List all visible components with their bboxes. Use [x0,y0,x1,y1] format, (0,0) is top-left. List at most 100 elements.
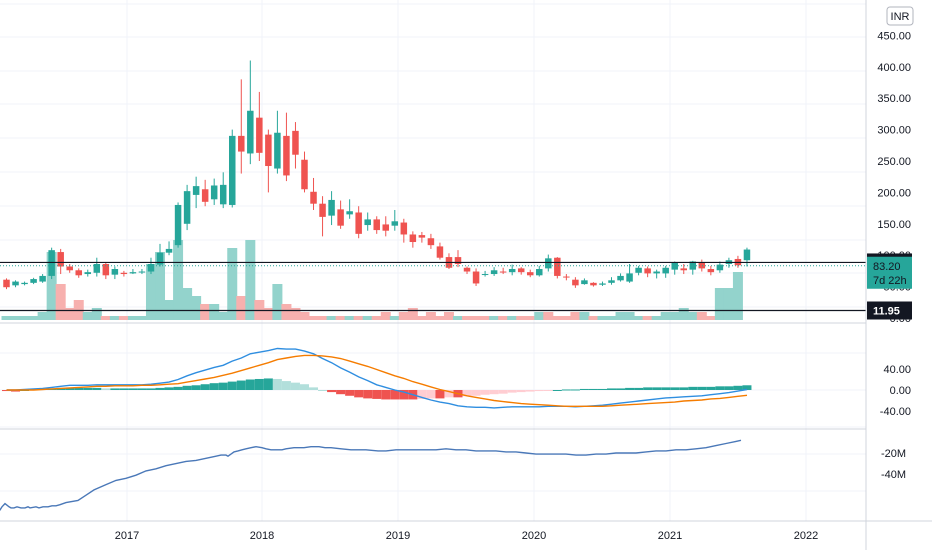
candle [409,231,417,248]
candle [508,264,516,276]
macd-histogram-bar [625,387,635,390]
candle [93,257,101,277]
candle-body [319,203,326,217]
volume-bar [136,316,147,320]
candle-body [689,261,697,270]
macd-histogram-bar [679,387,689,390]
macd-histogram-bar [327,390,337,393]
volume-bar [281,304,292,320]
volume-bar [588,316,599,320]
macd-histogram-bar [281,381,291,390]
macd-histogram-bar [417,390,427,399]
candle [84,269,92,277]
candle-body [671,262,678,270]
candle [310,177,317,210]
volume-bar [344,316,355,320]
candle-body [716,264,724,271]
candle [192,176,200,209]
volume-bar [290,308,301,320]
macd-histogram-bar [381,390,391,400]
candle [3,278,10,290]
volume-bar [462,316,473,320]
currency-badge[interactable]: INR [886,6,914,26]
macd-histogram-bar [83,387,93,390]
candle-body [581,280,588,285]
volume-bar [552,316,563,320]
candle-body [229,135,236,205]
candle-body [301,159,308,190]
volume-bar [245,240,256,320]
macd-histogram-bar [525,390,535,392]
volume-bar [389,316,400,320]
obv-tick-label: -40M [881,469,906,481]
candle [48,247,55,280]
candle-body [653,271,660,274]
macd-axis[interactable]: 40.00 0.00 -40.00 [880,364,911,418]
candle [608,277,615,285]
candle-body [517,268,525,273]
price-tick-label: 250.00 [877,156,911,168]
volume-bar [606,316,617,320]
candle [364,212,371,231]
candle-body [635,267,642,273]
macd-histogram-bar [697,386,707,390]
candle [319,196,326,237]
candle-body [626,273,633,282]
obv-axis[interactable]: -20M -40M [881,448,906,481]
volume-bar [272,284,283,320]
macd-histogram-bar [616,388,626,390]
macd-histogram-bar [218,382,228,390]
macd-histogram-bar [733,385,743,390]
volume-bar [660,312,671,320]
candle-body [283,135,290,176]
volume-bar [624,312,635,320]
volume-bar [173,240,184,320]
time-axis[interactable]: 2017 2018 2019 2020 2021 2022 [115,530,818,542]
horizontal-price-lines[interactable] [0,261,866,312]
candle-body [219,184,227,205]
candle [427,233,435,249]
candle [689,260,697,275]
candle-body [490,270,498,275]
volume-bar [678,308,689,320]
volume-bar [37,312,48,320]
macd-histogram-bar [345,390,355,396]
candle [635,265,642,276]
candle-body [373,219,380,231]
candle [156,243,164,267]
macd-histogram-bar [426,390,436,399]
candle [301,151,308,193]
macd-histogram-bar [155,387,165,390]
candle-body [472,271,480,284]
volume-bar [443,312,454,320]
candle-body [183,191,191,224]
candle [355,206,362,239]
volume-bar [615,312,626,320]
time-tick-label: 2020 [522,530,546,542]
macd-histogram-bar [209,383,219,390]
volume-bar [299,312,310,320]
candle [382,216,390,237]
candle-body [662,267,669,274]
volume-bar [308,316,319,320]
candle [499,267,507,275]
candle-body [165,248,173,253]
candle [436,242,444,260]
candle [265,129,272,193]
volume-bar [534,312,545,320]
candle [337,200,344,229]
candle [626,263,633,283]
candle-body [590,282,597,286]
candle-body [698,262,706,269]
candle-body [21,282,28,285]
candle-body [174,204,182,246]
macd-histogram-bar [263,378,273,390]
volume-bar [64,308,75,320]
candle-body [680,268,687,271]
candle [39,274,46,283]
macd-histogram-bar [146,388,156,390]
candle-body [563,276,570,278]
macd-histogram-bar [290,382,300,390]
candle-body [238,135,245,152]
